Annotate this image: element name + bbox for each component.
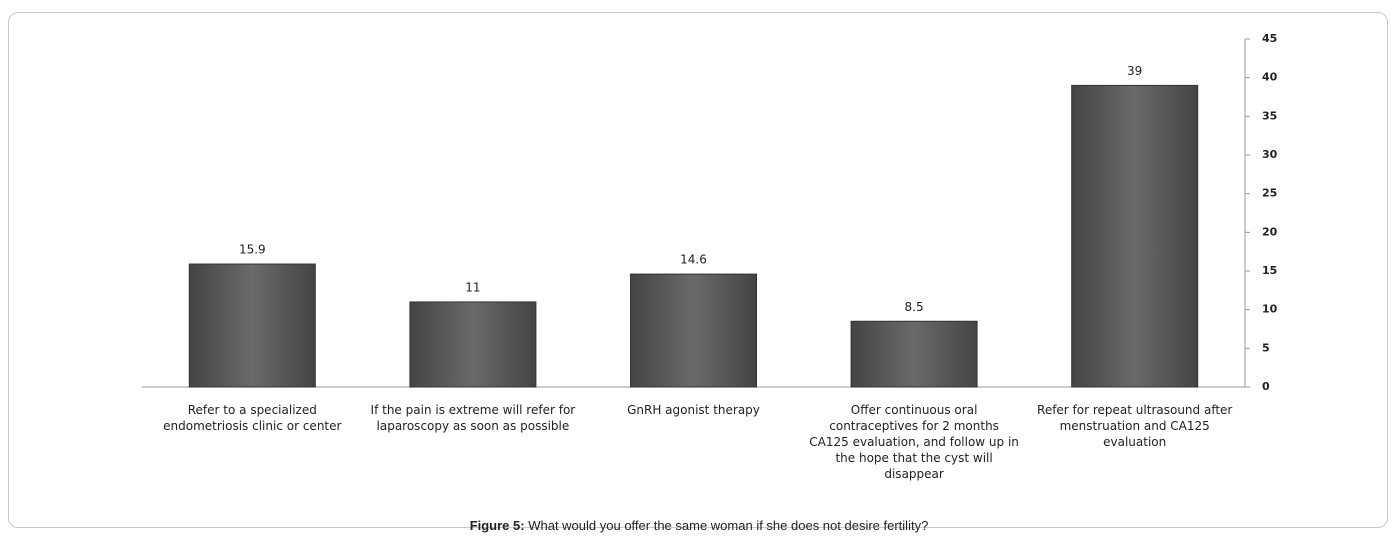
y-tick-label: 10 (1262, 303, 1278, 316)
data-label: 14.6 (680, 253, 707, 267)
chart-frame (8, 12, 1388, 528)
x-tick-label: Refer to a specialized endometriosis cli… (163, 403, 342, 433)
y-tick-label: 30 (1262, 148, 1278, 161)
y-tick-label: 5 (1262, 341, 1270, 354)
caption-text: What would you offer the same woman if s… (528, 518, 929, 533)
x-tick-label: Refer for repeat ultrasound after menstr… (1037, 403, 1233, 449)
caption-label: Figure 5: (469, 518, 525, 533)
bar (1071, 84, 1199, 388)
bar (630, 273, 757, 388)
x-tick-label: If the pain is extreme will refer for la… (370, 403, 576, 433)
data-label: 8.5 (905, 300, 924, 314)
bar (409, 301, 537, 388)
data-label: 11 (465, 280, 480, 294)
y-tick-label: 45 (1262, 32, 1277, 45)
y-tick-label: 40 (1262, 71, 1278, 84)
y-tick-label: 15 (1262, 264, 1277, 277)
y-tick-label: 0 (1262, 380, 1270, 393)
caption: Figure 5: What would you offer the same … (0, 518, 1398, 533)
y-tick-label: 25 (1262, 187, 1277, 200)
y-tick-label: 20 (1262, 225, 1278, 238)
bar (850, 320, 978, 388)
data-label: 15.9 (239, 243, 266, 257)
y-tick-label: 35 (1262, 109, 1277, 122)
x-tick-label: Offer continuous oral contraceptives for… (809, 403, 1019, 481)
bar (188, 263, 316, 388)
data-label: 39 (1127, 64, 1142, 78)
x-tick-label: GnRH agonist therapy (627, 403, 760, 417)
